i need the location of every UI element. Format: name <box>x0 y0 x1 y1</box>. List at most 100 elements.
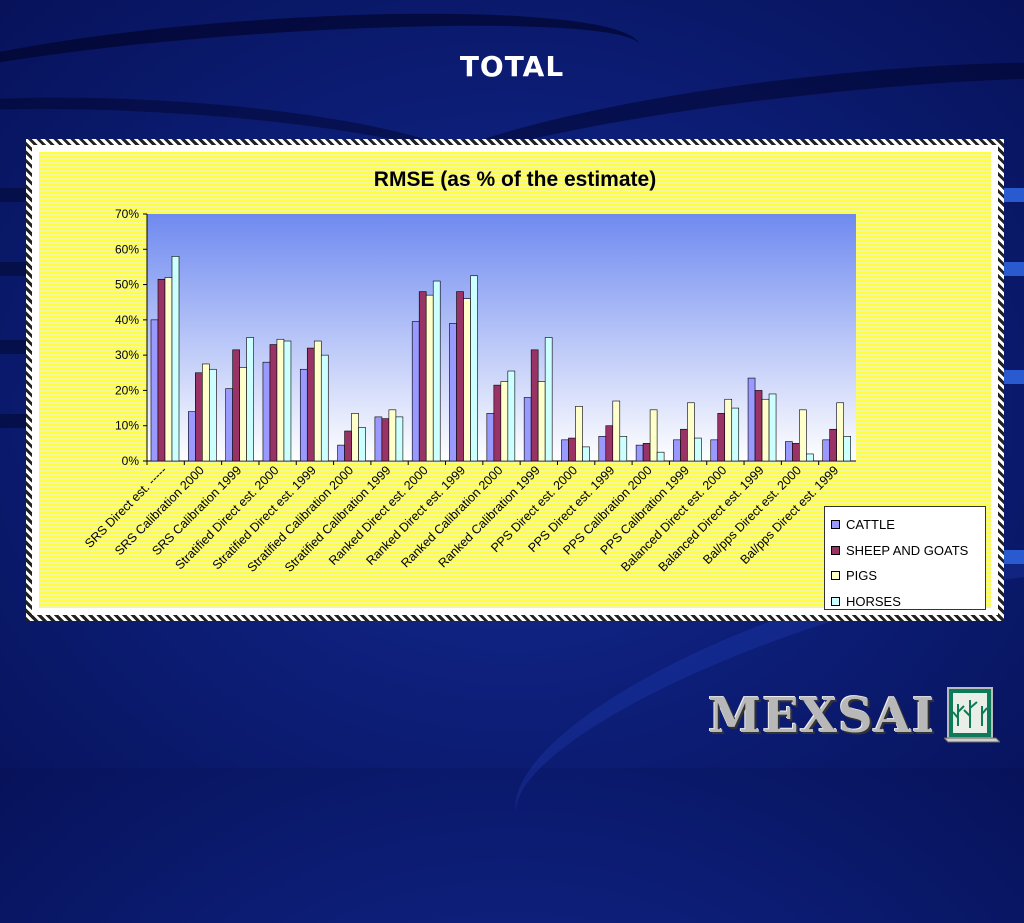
chart-legend: CATTLE SHEEP AND GOATS PIGS HORSES <box>824 506 986 610</box>
bar <box>381 418 390 462</box>
bar <box>337 444 345 462</box>
y-tick-label: 40% <box>115 313 139 327</box>
legend-label: PIGS <box>846 568 878 584</box>
y-tick-label: 20% <box>115 383 139 397</box>
bar <box>157 278 166 462</box>
bar <box>276 338 285 462</box>
bar <box>195 372 203 462</box>
logo-text: MEXSAI <box>708 688 936 744</box>
slide-title: TOTAL <box>459 50 565 83</box>
bar <box>358 427 366 462</box>
bar <box>799 409 807 462</box>
bar <box>493 384 502 462</box>
bar <box>806 453 814 462</box>
bar <box>418 291 427 462</box>
mexsai-logo: MEXSAI <box>708 686 1008 746</box>
y-tick-label: 30% <box>115 348 139 362</box>
bar <box>761 398 770 462</box>
bar <box>694 437 702 462</box>
bar <box>523 397 532 462</box>
bar <box>537 381 546 462</box>
bar <box>202 363 210 462</box>
bar <box>724 398 733 462</box>
bar <box>313 340 322 462</box>
bar <box>500 381 509 462</box>
bar <box>283 340 292 462</box>
y-tick-label: 10% <box>115 419 139 433</box>
bar <box>843 435 851 462</box>
bar <box>395 416 404 462</box>
bar <box>747 377 756 462</box>
bar <box>656 451 665 462</box>
bar <box>605 425 614 462</box>
legend-swatch <box>831 596 840 606</box>
bar <box>150 319 159 462</box>
bar <box>785 441 793 462</box>
edge-bar <box>0 340 28 354</box>
y-tick-label: 60% <box>115 242 139 256</box>
edge-bar <box>0 414 28 428</box>
bar <box>792 443 800 462</box>
bar <box>432 280 441 462</box>
bar <box>225 388 233 462</box>
bar <box>822 439 830 462</box>
bar <box>463 298 471 462</box>
bar <box>411 321 420 462</box>
bar <box>388 409 397 462</box>
bar <box>351 413 359 462</box>
legend-item: SHEEP AND GOATS <box>831 538 985 564</box>
bar <box>754 390 763 462</box>
bar <box>507 370 516 462</box>
legend-swatch <box>831 571 840 581</box>
bar <box>209 368 217 462</box>
legend-swatch <box>831 520 840 530</box>
bar <box>687 402 695 462</box>
edge-bar <box>0 188 28 202</box>
bar <box>731 407 740 462</box>
mexsai-emblem-icon <box>944 687 1000 743</box>
bar <box>232 349 240 462</box>
rmse-bar-chart: 0%10%20%30%40%50%60%70%SRS Direct est. -… <box>82 207 856 575</box>
y-tick-label: 0% <box>122 454 140 468</box>
bar <box>829 428 837 462</box>
bar <box>768 393 777 462</box>
chart-title: RMSE (as % of the estimate) <box>373 168 657 191</box>
y-tick-label: 50% <box>115 278 139 292</box>
bar <box>836 402 844 462</box>
bar <box>470 275 478 462</box>
bar <box>561 439 569 462</box>
bar <box>320 354 329 462</box>
bar <box>544 337 553 462</box>
bar <box>582 446 590 462</box>
bar <box>649 409 658 462</box>
bar <box>717 413 726 462</box>
bar <box>635 444 644 462</box>
bar <box>619 435 628 462</box>
bar <box>164 277 173 462</box>
bar <box>673 439 681 462</box>
bar <box>344 430 352 462</box>
legend-item: CATTLE <box>831 512 985 538</box>
bar <box>306 347 315 462</box>
bar <box>598 435 607 462</box>
bar <box>262 361 271 462</box>
legend-label: HORSES <box>846 593 901 609</box>
bar <box>710 439 719 462</box>
legend-label: SHEEP AND GOATS <box>846 542 969 558</box>
legend-item: PIGS <box>831 563 985 589</box>
legend-label: CATTLE <box>846 517 895 533</box>
legend-swatch <box>831 545 840 555</box>
bar <box>642 443 651 462</box>
bar <box>530 349 539 462</box>
bar <box>449 323 457 462</box>
bar <box>171 256 180 462</box>
chart-frame: RMSE (as % of the estimate) 0% 10% 20% 30% 4… <box>26 139 1004 621</box>
bar <box>188 411 196 462</box>
bar <box>486 413 495 462</box>
bar <box>568 437 576 462</box>
bar <box>374 416 383 462</box>
bar <box>680 428 688 462</box>
bar <box>269 344 278 462</box>
bar <box>239 367 247 462</box>
bar <box>575 406 583 462</box>
